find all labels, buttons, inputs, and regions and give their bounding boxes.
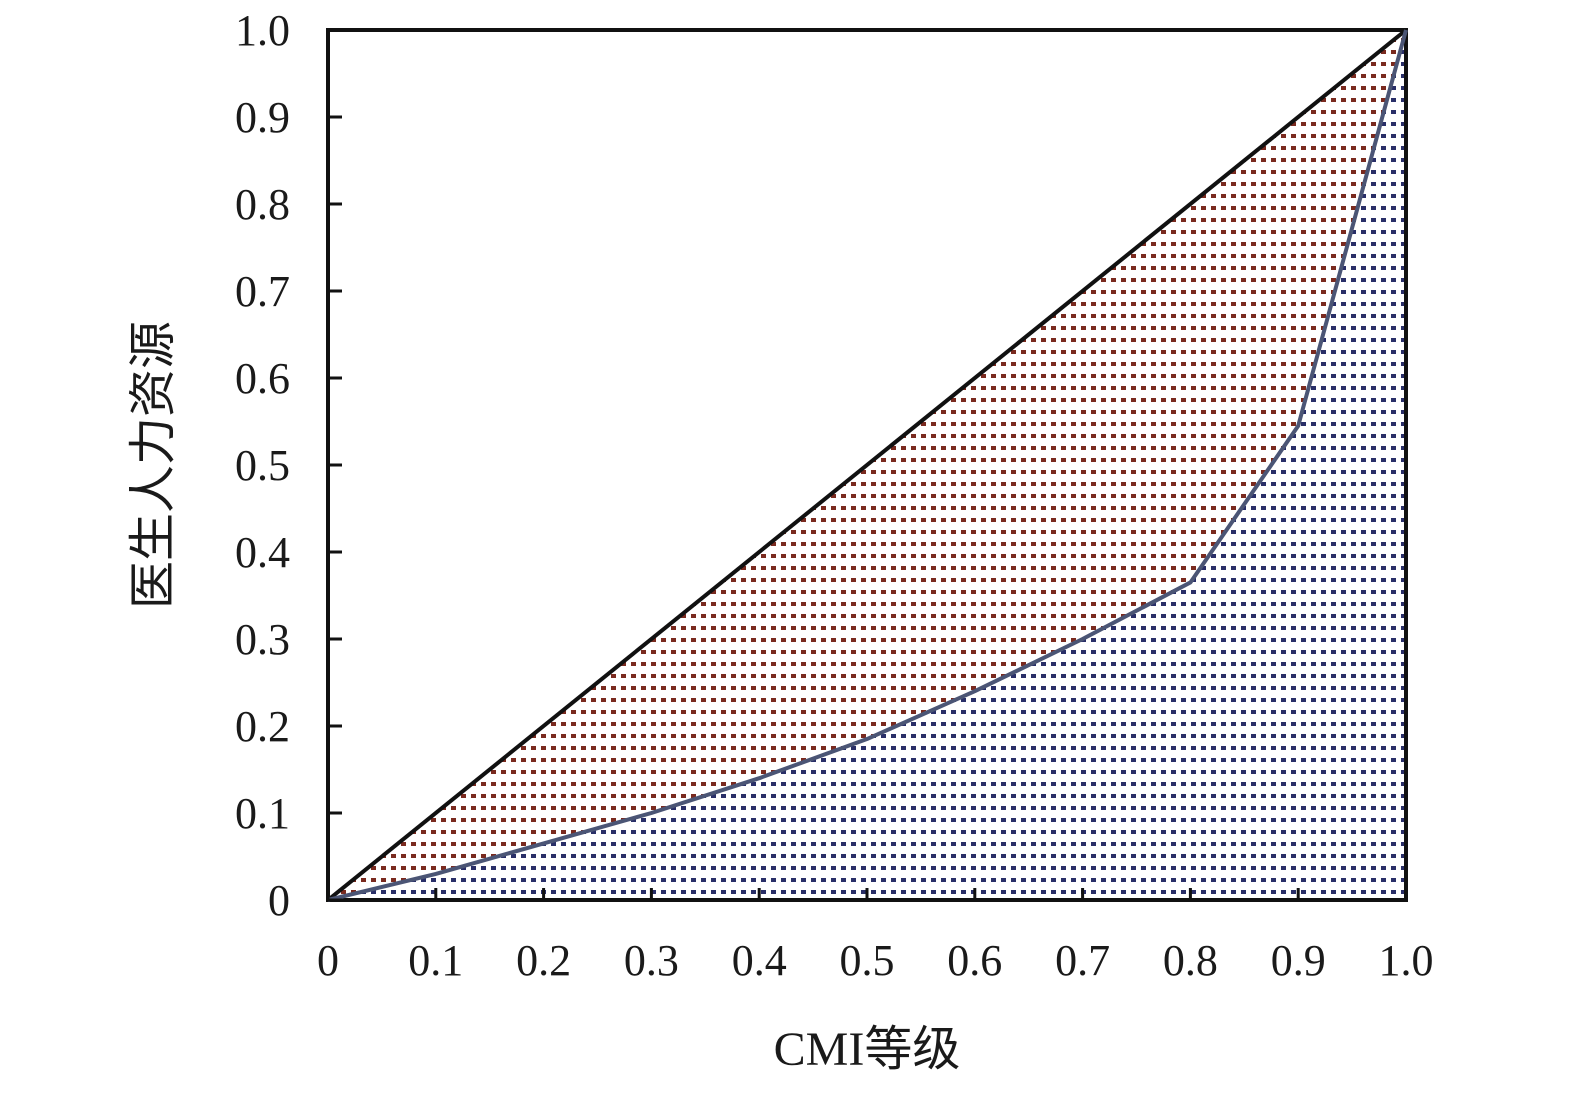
y-tick-label: 0.4 — [235, 528, 290, 577]
x-tick-label: 1.0 — [1379, 936, 1434, 985]
y-tick-label: 0.2 — [235, 702, 290, 751]
y-tick-label: 1.0 — [235, 6, 290, 55]
y-tick-label: 0.3 — [235, 615, 290, 664]
lorenz-curve-line — [327, 29, 1408, 902]
x-tick-label: 0.6 — [947, 936, 1002, 985]
y-tick-label: 0.1 — [235, 789, 290, 838]
x-tick-label: 0.2 — [516, 936, 571, 985]
y-tick-label: 0.9 — [235, 93, 290, 142]
x-tick-label: 0.7 — [1055, 936, 1110, 985]
equality-line — [326, 28, 1408, 902]
x-tick-label: 0.1 — [408, 936, 463, 985]
y-tick-label: 0.5 — [235, 441, 290, 490]
x-tick-label: 0.4 — [732, 936, 787, 985]
axes: 0 0.1 0.2 0.3 0.4 0.5 0.6 0.7 0.8 0.9 1.0 0 0.1 0.2 0.… — [235, 6, 1434, 985]
y-tick-label: 0.6 — [235, 354, 290, 403]
lower-shaded-area — [328, 30, 1406, 900]
x-tick-label: 0.5 — [840, 936, 895, 985]
y-axis-title: 医生人力资源 — [127, 321, 180, 609]
x-axis-title: CMI等级 — [774, 1023, 961, 1076]
y-tick-label: 0.8 — [235, 180, 290, 229]
y-tick-label: 0 — [268, 876, 290, 925]
y-tick-label: 0.7 — [235, 267, 290, 316]
x-tick-label: 0.8 — [1163, 936, 1218, 985]
x-tick-label: 0.3 — [624, 936, 679, 985]
x-tick-label: 0 — [317, 936, 339, 985]
x-tick-label: 0.9 — [1271, 936, 1326, 985]
